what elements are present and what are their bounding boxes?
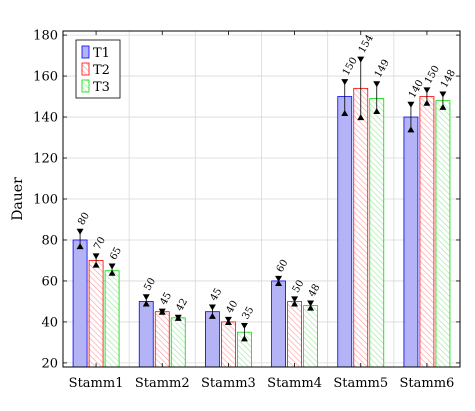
bar xyxy=(353,87,369,368)
bar xyxy=(287,301,302,368)
error-bars xyxy=(76,56,447,342)
grid-lines xyxy=(63,31,460,367)
error-cap-top xyxy=(407,101,415,108)
data-label: 80 xyxy=(76,211,92,228)
bar xyxy=(403,116,419,368)
data-label: 60 xyxy=(275,258,291,275)
data-label: 40 xyxy=(224,299,240,316)
error-cap-bottom xyxy=(307,304,315,311)
y-tick-label: 100 xyxy=(33,193,58,208)
error-cap-top xyxy=(108,263,116,270)
error-cap-bottom xyxy=(158,308,166,315)
legend-label: T3 xyxy=(93,80,110,95)
error-cap-bottom xyxy=(423,99,431,106)
bar xyxy=(271,280,286,368)
data-label: 65 xyxy=(108,246,124,263)
x-tick-label: Stamm2 xyxy=(135,376,190,391)
error-cap-top xyxy=(142,294,150,301)
y-tick-label: 80 xyxy=(41,233,58,248)
bar xyxy=(303,305,318,368)
x-tick-label: Stamm4 xyxy=(267,376,322,391)
error-cap-top xyxy=(92,253,100,260)
error-cap-top xyxy=(423,87,431,94)
data-label: 35 xyxy=(240,305,256,322)
error-cap-bottom xyxy=(407,126,415,133)
data-label: 42 xyxy=(174,297,190,314)
error-cap-bottom xyxy=(439,103,447,110)
bar xyxy=(88,260,104,368)
error-cap-top xyxy=(76,228,84,235)
x-tick-label: Stamm1 xyxy=(69,376,124,391)
y-tick-label: 120 xyxy=(33,152,58,167)
error-cap-top xyxy=(373,81,381,88)
error-cap-bottom xyxy=(291,300,299,307)
bar xyxy=(154,311,170,368)
y-tick-label: 20 xyxy=(41,356,58,371)
bar xyxy=(221,321,236,368)
bar xyxy=(369,98,385,368)
error-cap-top xyxy=(357,56,365,63)
axes: 20 40 60 80 100 120 140 160 180 Stamm1 Stamm2 Stamm… xyxy=(33,29,460,391)
y-tick-label: 40 xyxy=(41,315,58,330)
data-label: 48 xyxy=(307,282,323,299)
y-axis-label: Dauer xyxy=(10,177,26,221)
data-label: 45 xyxy=(208,287,224,304)
error-cap-bottom xyxy=(373,107,381,114)
bar xyxy=(170,317,186,368)
legend: T1 T2 T3 xyxy=(75,39,121,99)
error-cap-top xyxy=(208,304,216,311)
error-cap-bottom xyxy=(224,318,232,325)
error-cap-bottom xyxy=(240,335,248,342)
error-cap-bottom xyxy=(357,114,365,121)
x-tick-label: Stamm6 xyxy=(400,376,455,391)
bar xyxy=(435,100,451,368)
x-tick-label: Stamm3 xyxy=(201,376,256,391)
data-label: 50 xyxy=(142,276,158,293)
bar xyxy=(205,311,220,368)
error-cap-bottom xyxy=(341,110,349,116)
y-tick-label: 160 xyxy=(33,70,58,85)
x-tick-label: Stamm5 xyxy=(333,376,388,391)
error-cap-bottom xyxy=(275,280,283,287)
error-cap-bottom xyxy=(108,269,116,276)
data-label: 154 xyxy=(357,33,376,55)
y-tick-label: 140 xyxy=(33,111,58,126)
legend-swatch xyxy=(81,62,90,76)
bar xyxy=(419,96,435,368)
data-label: 150 xyxy=(341,56,360,78)
bar xyxy=(138,301,154,368)
bar xyxy=(337,96,353,368)
error-cap-bottom xyxy=(142,300,150,307)
error-cap-top xyxy=(439,91,447,98)
error-cap-top xyxy=(341,79,349,86)
error-cap-bottom xyxy=(208,312,216,319)
bar xyxy=(104,270,120,368)
error-cap-top xyxy=(275,275,283,282)
error-cap-bottom xyxy=(92,261,100,268)
data-label: 45 xyxy=(158,291,174,308)
y-tick-label: 180 xyxy=(33,29,58,44)
y-tick-label: 60 xyxy=(41,274,58,289)
error-cap-top xyxy=(240,322,248,329)
data-label: 148 xyxy=(439,68,458,90)
bar xyxy=(72,239,88,368)
data-label: 70 xyxy=(92,235,108,252)
error-cap-top xyxy=(307,300,315,307)
error-cap-bottom xyxy=(76,243,84,250)
error-cap-top xyxy=(291,296,299,303)
legend-label: T1 xyxy=(93,46,110,61)
error-cap-bottom xyxy=(174,314,182,321)
legend-swatch xyxy=(81,79,90,93)
legend-label: T2 xyxy=(93,63,110,78)
legend-swatch xyxy=(81,45,90,59)
